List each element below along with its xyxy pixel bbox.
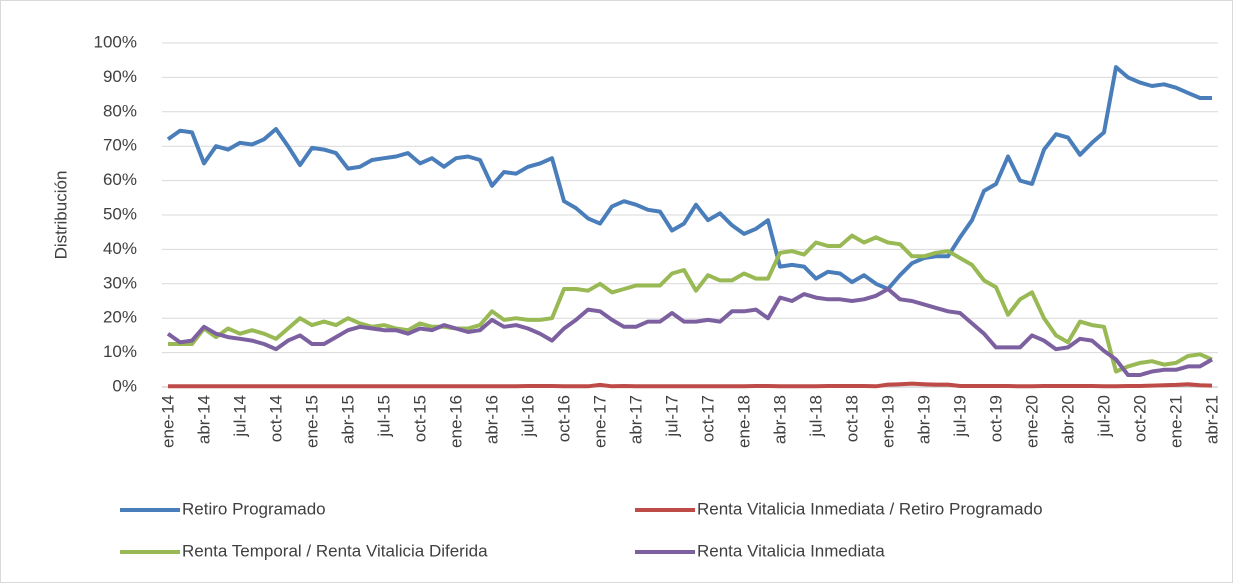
x-tick-label: abr-15 [338,395,357,444]
x-tick-label: abr-18 [770,395,789,444]
y-tick-label: 40% [103,239,137,258]
x-tick-label: jul-19 [950,395,969,438]
x-tick-label: ene-19 [878,395,897,448]
y-tick-label: 10% [103,342,137,361]
x-tick-label: jul-14 [230,395,249,438]
x-tick-label: ene-20 [1022,395,1041,448]
y-tick-label: 30% [103,273,137,292]
legend-label: Renta Temporal / Renta Vitalicia Diferid… [182,541,488,560]
y-tick-label: 0% [112,376,137,395]
y-axis-title: Distribución [51,171,70,260]
legend-label: Renta Vitalicia Inmediata [697,541,885,560]
y-tick-label: 80% [103,101,137,120]
x-tick-label: jul-18 [806,395,825,438]
y-tick-label: 100% [94,32,137,51]
y-tick-label: 60% [103,170,137,189]
x-tick-label: ene-16 [446,395,465,448]
legend-label: Renta Vitalicia Inmediata / Retiro Progr… [697,499,1043,518]
x-tick-label: oct-16 [554,395,573,442]
x-tick-label: jul-20 [1094,395,1113,438]
x-tick-label: abr-17 [626,395,645,444]
x-tick-label: oct-19 [986,395,1005,442]
x-tick-label: abr-16 [482,395,501,444]
x-tick-label: ene-17 [590,395,609,448]
y-tick-label: 90% [103,67,137,86]
x-tick-label: abr-21 [1202,395,1221,444]
x-tick-label: ene-21 [1166,395,1185,448]
line-series [166,65,1212,291]
x-tick-label: jul-16 [518,395,537,438]
y-tick-label: 70% [103,136,137,155]
legend-label: Retiro Programado [182,499,326,518]
x-tick-label: abr-14 [194,395,213,444]
x-tick-label: abr-19 [914,395,933,444]
x-tick-label: oct-18 [842,395,861,442]
x-tick-label: jul-17 [662,395,681,438]
x-tick-label: abr-20 [1058,395,1077,444]
y-tick-label: 50% [103,204,137,223]
y-tick-label: 20% [103,308,137,327]
x-tick-label: oct-15 [410,395,429,442]
line-series [168,381,1213,389]
x-tick-label: oct-17 [698,395,717,442]
x-tick-label: ene-18 [734,395,753,448]
x-tick-label: ene-14 [158,395,177,448]
x-tick-label: oct-20 [1130,395,1149,442]
x-tick-label: jul-15 [374,395,393,438]
x-tick-label: oct-14 [266,395,285,442]
line-series [168,233,1213,374]
line-series [166,287,1213,377]
x-tick-label: ene-15 [302,395,321,448]
